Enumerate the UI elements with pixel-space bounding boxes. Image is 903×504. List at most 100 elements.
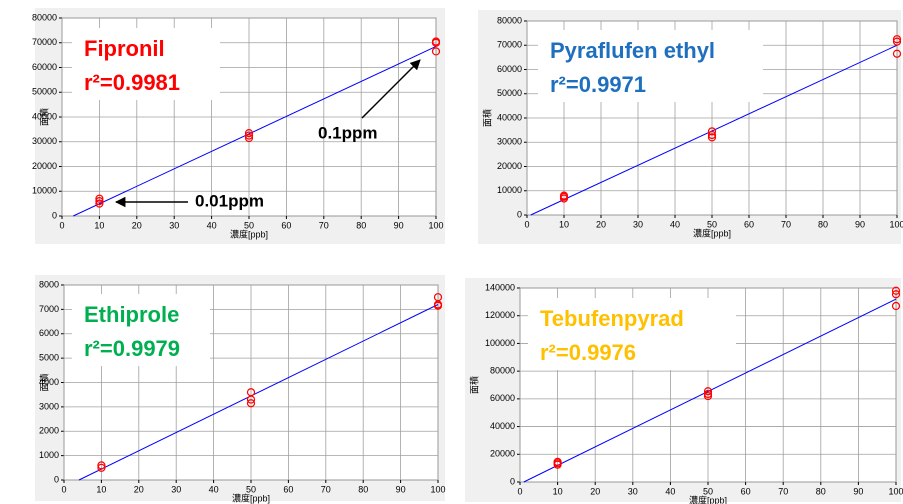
x-tick-label: 100: [430, 484, 445, 494]
x-tick-label: 90: [394, 220, 404, 230]
y-tick-label: 3000: [39, 401, 59, 411]
y-tick-label: 60000: [32, 62, 57, 72]
fit-line: [73, 46, 437, 217]
x-tick-label: 70: [319, 220, 329, 230]
x-tick-label: 70: [781, 219, 791, 229]
data-point: [244, 128, 254, 138]
compound-name: Pyraflufen ethyl: [550, 38, 715, 63]
data-point: [246, 395, 256, 404]
r-squared: r²=0.9976: [540, 340, 636, 365]
data-point: [244, 131, 254, 140]
x-tick-label: 60: [741, 486, 751, 496]
x-tick-label: 40: [670, 219, 680, 229]
y-tick-label: 0: [510, 476, 515, 486]
x-tick-label: 10: [559, 219, 569, 229]
x-tick-label: 80: [358, 484, 368, 494]
data-point: [431, 38, 441, 47]
y-tick-label: 120000: [485, 310, 515, 320]
y-axis-label: 面積: [481, 109, 492, 127]
y-tick-label: 60000: [490, 393, 515, 403]
data-point: [97, 463, 106, 472]
data-point: [707, 130, 717, 140]
y-tick-label: 40000: [497, 112, 522, 122]
x-tick-label: 100: [889, 219, 903, 229]
label-box: [528, 298, 736, 370]
y-tick-label: 80000: [497, 15, 522, 25]
fit-line: [78, 304, 439, 481]
x-tick-label: 10: [553, 486, 563, 496]
data-point: [891, 286, 901, 295]
annotation: 0.01ppm: [195, 191, 264, 210]
x-axis-label: 濃度[ppb]: [689, 494, 727, 504]
x-tick-label: 80: [816, 486, 826, 496]
x-tick-label: 100: [888, 486, 903, 496]
y-axis-label: 面積: [38, 373, 49, 391]
y-tick-label: 80000: [32, 12, 57, 22]
x-tick-label: 60: [283, 484, 293, 494]
x-tick-label: 50: [246, 484, 256, 494]
x-tick-label: 100: [428, 220, 443, 230]
y-tick-label: 30000: [497, 137, 522, 147]
y-tick-label: 50000: [32, 87, 57, 97]
y-tick-label: 0: [52, 210, 57, 220]
data-point: [703, 387, 713, 396]
data-point: [707, 133, 717, 142]
y-axis-label: 面積: [468, 376, 479, 394]
x-tick-label: 20: [134, 484, 144, 494]
y-tick-label: 70000: [497, 40, 522, 50]
x-tick-label: 20: [590, 486, 600, 496]
data-point: [891, 290, 901, 299]
y-tick-label: 50000: [497, 88, 522, 98]
data-point: [97, 461, 106, 470]
x-tick-label: 30: [633, 219, 643, 229]
x-tick-label: 90: [396, 484, 406, 494]
y-tick-label: 20000: [490, 449, 515, 459]
y-tick-label: 10000: [32, 186, 57, 196]
data-point: [431, 47, 441, 56]
y-tick-label: 8000: [39, 279, 59, 289]
data-point: [707, 127, 717, 136]
label-box: [538, 30, 763, 102]
compound-name: Fipronil: [84, 36, 165, 61]
x-tick-label: 40: [209, 484, 219, 494]
y-tick-label: 1000: [39, 450, 59, 460]
x-tick-label: 70: [778, 486, 788, 496]
data-point: [892, 49, 902, 58]
x-tick-label: 40: [665, 486, 675, 496]
data-point: [703, 391, 713, 401]
data-point: [892, 37, 902, 46]
y-tick-label: 10000: [497, 185, 522, 195]
x-tick-label: 0: [59, 220, 64, 230]
x-tick-label: 20: [596, 219, 606, 229]
x-tick-label: 0: [61, 484, 66, 494]
x-axis-label: 濃度[ppb]: [230, 228, 268, 239]
data-point: [891, 301, 901, 311]
y-tick-label: 80000: [490, 366, 515, 376]
x-tick-label: 20: [132, 220, 142, 230]
y-tick-label: 40000: [490, 421, 515, 431]
r-squared: r²=0.9979: [84, 336, 180, 361]
x-tick-label: 80: [356, 220, 366, 230]
y-tick-label: 30000: [32, 136, 57, 146]
data-point: [244, 133, 254, 143]
y-tick-label: 140000: [485, 282, 515, 292]
x-tick-label: 90: [855, 219, 865, 229]
x-tick-label: 50: [244, 220, 254, 230]
x-tick-label: 30: [628, 486, 638, 496]
x-tick-label: 70: [321, 484, 331, 494]
label-box: [72, 294, 210, 366]
x-tick-label: 50: [703, 486, 713, 496]
x-tick-label: 50: [707, 219, 717, 229]
compound-name: Ethiprole: [84, 302, 179, 327]
data-point: [95, 197, 104, 206]
x-tick-label: 30: [169, 220, 179, 230]
y-tick-label: 70000: [32, 37, 57, 47]
y-tick-label: 20000: [497, 161, 522, 171]
compound-name: Tebufenpyrad: [540, 306, 684, 331]
x-tick-label: 60: [744, 219, 754, 229]
x-tick-label: 40: [207, 220, 217, 230]
y-tick-label: 20000: [32, 161, 57, 171]
y-tick-label: 60000: [497, 64, 522, 74]
y-tick-label: 0: [54, 474, 59, 484]
y-tick-label: 40000: [32, 111, 57, 121]
